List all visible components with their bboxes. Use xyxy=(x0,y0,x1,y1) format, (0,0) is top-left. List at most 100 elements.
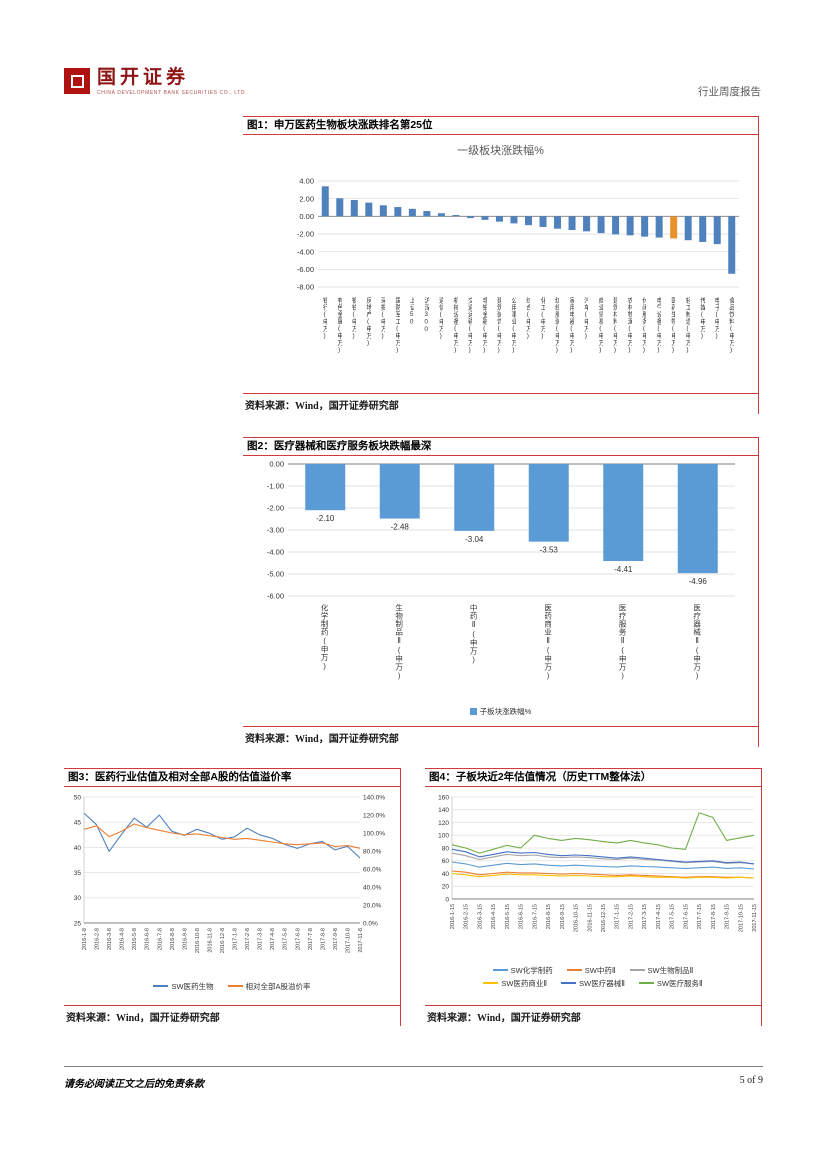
y-tick-label: 140 xyxy=(438,807,449,814)
x-tick-label: 2016-6-15 xyxy=(519,904,525,929)
bar xyxy=(583,215,591,231)
y-tick-label: 0 xyxy=(445,896,449,903)
legend-swatch-icon xyxy=(561,982,577,985)
x-tick-label: 2017-7-8 xyxy=(308,928,314,950)
x-tick-label: 2016-9-8 xyxy=(182,928,188,950)
series-line xyxy=(451,870,755,879)
bar xyxy=(481,215,489,220)
category-label: 有色金属(申万) xyxy=(335,296,342,354)
legend-swatch-icon xyxy=(483,982,499,985)
y-tick-label: -8.00 xyxy=(297,282,314,291)
bar xyxy=(626,215,634,235)
x-tick-label: 2017-4-15 xyxy=(656,904,662,929)
x-tick-label: 2016-5-8 xyxy=(132,928,138,950)
chart-legend: SW医药生物 相对全部A股溢价率 xyxy=(64,981,400,992)
legend-swatch-icon xyxy=(638,982,654,985)
category-label: 化学制药(申万) xyxy=(320,603,329,671)
series-line xyxy=(451,811,755,854)
figure-2-chart: 0.00 -1.00 -2.00 -3.00 -4.00 -5.00 -6.00 -2.10 -… xyxy=(243,456,758,726)
brand-logo: 国开证券 CHINA DEVELOPMENT BANK SECURITIES C… xyxy=(64,67,247,96)
legend-swatch-icon xyxy=(566,969,582,972)
bar xyxy=(554,215,562,229)
category-label: 上证50 xyxy=(408,296,415,326)
bar xyxy=(713,215,721,244)
category-label: 建筑装饰(申万) xyxy=(495,296,502,354)
y2-tick-label: 120.0% xyxy=(363,812,385,819)
x-tick-label: 2016-12-8 xyxy=(220,928,226,953)
y-tick-label: 80 xyxy=(442,845,450,852)
y-tick-label: 160 xyxy=(438,794,449,801)
bar xyxy=(365,202,373,216)
bar xyxy=(495,215,503,222)
x-tick-label: 2016-4-8 xyxy=(120,928,126,950)
y2-tick-label: 140.0% xyxy=(363,794,385,801)
legend-label: SW中药Ⅱ xyxy=(584,965,616,975)
x-tick-label: 2016-8-15 xyxy=(546,904,552,929)
bar xyxy=(510,215,518,223)
chart-canvas: 25 30 35 40 45 50 0.0% 20.0% 40.0% 60.0% 80.0% 100.… xyxy=(74,794,386,953)
figure-3-chart: 25 30 35 40 45 50 0.0% 20.0% 40.0% 60.0% 80.0% 100.… xyxy=(64,787,400,1005)
category-label: 采掘(申万) xyxy=(379,296,386,340)
x-tick-label: 2016-4-15 xyxy=(491,904,497,929)
legend-item: SW中药Ⅱ xyxy=(566,965,616,976)
figure-1-title: 图1：申万医药生物板块涨跌排名第25位 xyxy=(243,116,758,135)
series-line xyxy=(451,872,755,879)
bar xyxy=(394,206,402,216)
bar xyxy=(437,212,445,216)
bar xyxy=(466,215,474,218)
y-tick-label: 30 xyxy=(74,895,82,902)
x-tick-label: 2016-7-8 xyxy=(157,928,163,950)
legend-item: 相对全部A股溢价率 xyxy=(227,981,311,992)
y-tick-label: 20 xyxy=(442,883,450,890)
bar xyxy=(454,463,495,531)
legend-item: SW医疗器械Ⅱ xyxy=(561,978,625,989)
y-tick-label: 60 xyxy=(442,858,450,865)
bar xyxy=(568,215,576,230)
bar xyxy=(350,199,358,216)
y-tick-label: 45 xyxy=(74,819,82,826)
series-line xyxy=(83,812,361,858)
chart-legend: SW化学制药 SW中药Ⅱ SW生物制品Ⅱ xyxy=(425,965,761,976)
category-label: 中药Ⅱ(申万) xyxy=(469,603,478,665)
category-label: 公用事业(申万) xyxy=(509,296,516,354)
legend-swatch-icon xyxy=(153,985,169,988)
figure-4-source: 资料来源：Wind，国开证券研究部 xyxy=(425,1004,761,1026)
x-tick-label: 2016-6-8 xyxy=(145,928,151,950)
x-tick-label: 2017-3-15 xyxy=(642,904,648,929)
page-footer: 请务必阅读正文之后的免责条款 5 of 9 xyxy=(64,1066,763,1090)
y-tick-label: -4.00 xyxy=(297,247,314,256)
category-label: 国防军工(申万) xyxy=(393,296,400,354)
bar xyxy=(612,215,620,235)
category-label: 化工(申万) xyxy=(538,296,545,340)
legend-swatch-icon xyxy=(492,969,508,972)
bar xyxy=(321,185,329,216)
x-tick-label: 2017-10-15 xyxy=(738,904,744,932)
bar xyxy=(379,204,387,216)
x-tick-label: 2017-6-15 xyxy=(683,904,689,929)
category-label: 汽车(申万) xyxy=(582,296,589,340)
bar xyxy=(655,215,663,238)
bar-value-label: -3.04 xyxy=(465,534,484,543)
x-tick-label: 2016-1-15 xyxy=(450,904,456,929)
x-tick-label: 2017-9-15 xyxy=(725,904,731,929)
legend-item: SW生物制品Ⅱ xyxy=(629,965,693,976)
x-tick-label: 2017-8-8 xyxy=(320,928,326,950)
x-tick-label: 2016-2-8 xyxy=(95,928,101,950)
category-label: 钢铁(申万) xyxy=(350,296,357,340)
figure-2-source: 资料来源：Wind，国开证券研究部 xyxy=(243,725,758,747)
category-label: 电子(申万) xyxy=(713,296,720,340)
legend-label: SW医药商业Ⅱ xyxy=(501,978,548,988)
category-label: 通信(申万) xyxy=(437,296,444,340)
chart-canvas: 4.00 2.00 0.00 -2.00 -4.00 -6.00 -8.00 xyxy=(297,176,739,291)
legend-item: SW医药生物 xyxy=(153,981,214,992)
chart-canvas: 0.00 -1.00 -2.00 -3.00 -4.00 -5.00 -6.00 -2.10 -… xyxy=(267,459,735,600)
category-label: 银行(申万) xyxy=(321,296,328,340)
y-tick-label: 120 xyxy=(438,819,449,826)
x-tick-label: 2016-11-15 xyxy=(587,904,593,932)
category-label: 传媒(申万) xyxy=(698,296,705,340)
y-tick-label: 40 xyxy=(442,870,450,877)
category-label: 交通运输(申万) xyxy=(466,296,473,354)
bar-value-label: -4.41 xyxy=(614,565,633,574)
category-label: 建筑材料(申万) xyxy=(611,296,618,354)
